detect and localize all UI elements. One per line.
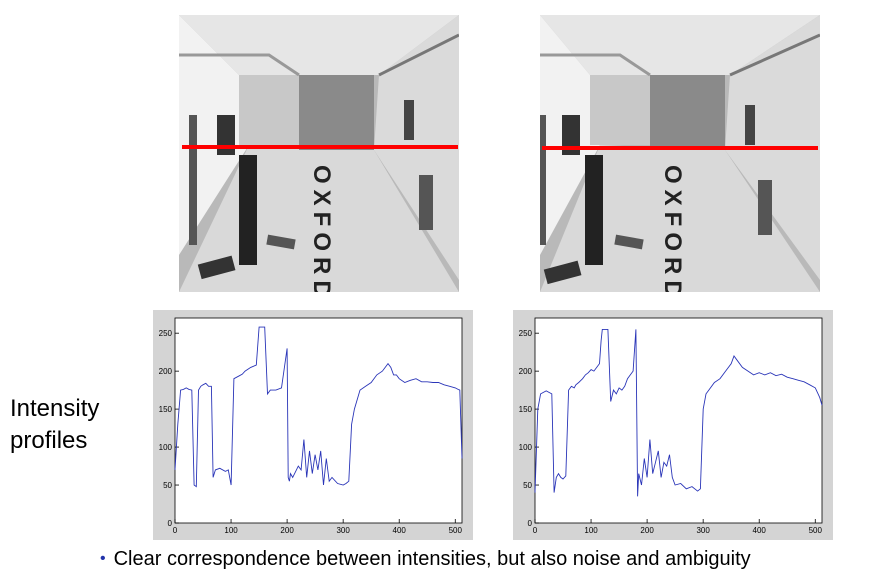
x-tick-label: 100	[224, 526, 238, 535]
intensity-profiles-label: Intensity profiles	[10, 393, 99, 457]
left-intensity-profile: 0 50 100 150 200 250 0 100 200 300 400 500	[153, 310, 473, 540]
y-tick-label: 150	[519, 405, 533, 414]
floor-lettering: OXFORD	[308, 165, 335, 292]
plot-area	[174, 317, 463, 524]
caption-bullet: •	[100, 550, 106, 567]
x-tick-label: 0	[533, 526, 538, 535]
x-tick-label: 500	[809, 526, 823, 535]
x-tick-label: 500	[449, 526, 463, 535]
intensity-series-line	[174, 326, 463, 488]
y-tick-label: 200	[159, 367, 173, 376]
x-tick-label: 0	[173, 526, 178, 535]
floor-lettering: OXFORD	[659, 165, 686, 292]
x-tick-label: 400	[753, 526, 767, 535]
y-tick-label: 50	[523, 481, 532, 490]
x-tick-label: 300	[336, 526, 350, 535]
x-tick-label: 300	[696, 526, 710, 535]
y-tick-label: 100	[519, 443, 533, 452]
caption-text: Clear correspondence between intensities…	[113, 548, 751, 570]
intensity-series-line	[534, 328, 823, 497]
side-label-line2: profiles	[10, 427, 88, 454]
y-tick-label: 0	[168, 519, 173, 528]
y-tick-label: 250	[159, 329, 173, 338]
y-tick-label: 250	[519, 329, 533, 338]
x-tick-label: 400	[393, 526, 407, 535]
right-corridor-image: OXFORD	[540, 15, 820, 292]
x-tick-label: 200	[640, 526, 654, 535]
side-label-line1: Intensity	[10, 395, 100, 422]
x-tick-label: 100	[584, 526, 598, 535]
x-tick-label: 200	[280, 526, 294, 535]
y-tick-label: 150	[159, 405, 173, 414]
y-tick-label: 200	[519, 367, 533, 376]
left-scanline	[182, 145, 458, 149]
right-intensity-profile: 0 50 100 150 200 250 0 100 200 300 400 500	[513, 310, 833, 540]
y-tick-label: 100	[159, 443, 173, 452]
caption: • Clear correspondence between intensitie…	[100, 548, 751, 571]
plot-area	[534, 317, 823, 524]
y-tick-label: 0	[528, 519, 533, 528]
left-corridor-image: OXFORD	[179, 15, 459, 292]
right-scanline	[542, 146, 818, 150]
y-tick-label: 50	[163, 481, 172, 490]
